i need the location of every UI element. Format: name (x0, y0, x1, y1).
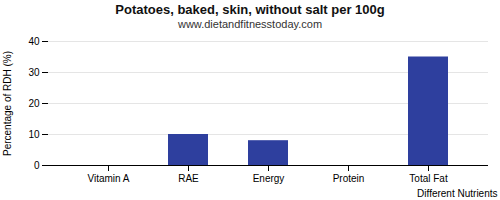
svg-text:Protein: Protein (333, 173, 365, 184)
svg-text:Energy: Energy (253, 173, 285, 184)
svg-text:Different Nutrients: Different Nutrients (417, 188, 497, 199)
svg-text:Vitamin A: Vitamin A (87, 173, 129, 184)
svg-text:20: 20 (28, 98, 40, 109)
svg-text:RAE: RAE (178, 173, 199, 184)
svg-text:0: 0 (34, 160, 40, 171)
svg-text:Percentage of RDH (%): Percentage of RDH (%) (2, 51, 13, 156)
svg-text:30: 30 (28, 67, 40, 78)
html-text:Potatoes, baked, skin, without: Potatoes, baked, skin, without salt per … (115, 2, 385, 17)
html-text:www.dietandfitnesstoday.com: www.dietandfitnesstoday.com (178, 18, 322, 30)
svg-text:Total Fat: Total Fat (409, 173, 448, 184)
svg-text:40: 40 (28, 36, 40, 47)
svg-text:10: 10 (28, 129, 40, 140)
